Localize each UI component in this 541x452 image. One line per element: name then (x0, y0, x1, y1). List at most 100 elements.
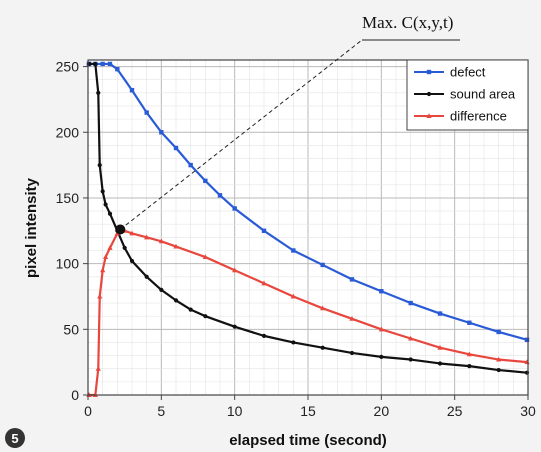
data-point-defect (100, 61, 105, 67)
legend-item-defect: defect (414, 65, 486, 80)
data-point-defect (159, 130, 164, 135)
legend-item-difference: difference (414, 109, 507, 124)
x-tick-label: 20 (374, 403, 390, 419)
data-point-sound-area (97, 162, 102, 168)
series-layer (86, 61, 530, 397)
data-point-difference (466, 351, 472, 357)
data-point-defect (107, 61, 113, 67)
legend-marker-defect (426, 69, 432, 75)
series-line-sound-area (89, 62, 528, 374)
data-point-sound-area (291, 340, 296, 345)
data-point-sound-area (349, 350, 355, 356)
figure-number: 5 (11, 431, 18, 446)
data-point-difference (144, 234, 150, 240)
x-axis-title: elapsed time (second) (229, 432, 387, 449)
legend-marker-difference (426, 113, 432, 118)
data-point-defect (261, 228, 267, 233)
x-tick-label: 30 (520, 403, 536, 419)
data-point-sound-area (320, 345, 325, 350)
legend-marker-sound-area (426, 91, 432, 97)
legend-label-difference: difference (450, 109, 507, 124)
data-point-difference (320, 305, 326, 311)
data-point-difference (100, 267, 106, 273)
data-point-defect (437, 311, 443, 316)
series-difference (86, 227, 530, 397)
legend: defect sound area difference (406, 59, 529, 131)
data-point-difference (290, 293, 296, 299)
x-tick-label: 10 (227, 403, 243, 419)
data-point-defect (144, 110, 149, 115)
data-point-defect (524, 337, 530, 343)
data-point-defect (217, 193, 223, 198)
data-point-sound-area (96, 90, 101, 95)
data-point-difference (95, 365, 101, 371)
data-point-difference (158, 238, 164, 244)
data-point-sound-area (107, 211, 113, 216)
data-point-sound-area (408, 357, 413, 362)
data-point-defect (379, 289, 384, 294)
y-axis-ticks: 0 50 100 150 200 250 (56, 59, 88, 403)
data-point-sound-area (232, 324, 237, 329)
y-tick-label: 250 (56, 59, 80, 75)
data-point-defect (320, 262, 325, 268)
data-point-defect (232, 206, 237, 211)
annotation-label: Max. C(x,y,t) (362, 13, 453, 32)
grid-lines (88, 60, 528, 395)
data-point-difference (202, 254, 208, 260)
data-point-defect (496, 329, 501, 335)
data-point-difference (129, 230, 135, 236)
y-tick-label: 150 (56, 190, 80, 206)
data-point-defect (349, 277, 355, 282)
data-point-sound-area (261, 333, 267, 338)
data-point-sound-area (379, 354, 384, 360)
x-tick-label: 0 (84, 403, 92, 419)
data-point-sound-area (159, 287, 164, 293)
data-point-sound-area (103, 202, 108, 207)
data-point-sound-area (93, 61, 98, 67)
legend-label-defect: defect (450, 65, 486, 80)
data-point-difference (107, 245, 113, 250)
x-axis-ticks: 0 5 10 15 20 25 30 (84, 395, 536, 419)
data-point-difference (349, 316, 355, 321)
data-point-sound-area (129, 258, 135, 264)
data-point-difference (97, 293, 103, 299)
figure-badge: 5 (5, 428, 25, 448)
data-point-defect (188, 162, 193, 168)
data-point-difference (437, 344, 443, 350)
data-point-sound-area (203, 314, 208, 319)
figure-badge-circle (5, 428, 25, 448)
data-point-difference (103, 254, 109, 260)
annotation-leader-line (119, 39, 363, 230)
data-point-sound-area (188, 307, 193, 312)
legend-label-sound-area: sound area (450, 87, 516, 102)
data-point-defect (408, 300, 413, 306)
data-point-sound-area (467, 363, 472, 369)
max-annotation: Max. C(x,y,t) (115, 13, 460, 235)
data-point-sound-area (173, 298, 179, 303)
data-point-difference (232, 267, 238, 273)
annotation-max-point (115, 224, 126, 235)
y-tick-label: 0 (71, 387, 79, 403)
data-point-defect (173, 145, 179, 151)
data-point-difference (378, 326, 384, 332)
data-point-sound-area (100, 189, 105, 194)
data-point-sound-area (496, 367, 501, 373)
y-tick-label: 50 (63, 321, 79, 337)
data-point-difference (496, 356, 502, 362)
data-point-defect (467, 320, 472, 325)
y-tick-label: 200 (56, 124, 80, 140)
data-point-sound-area (144, 274, 149, 279)
x-tick-label: 5 (157, 403, 165, 419)
data-point-defect (203, 178, 208, 184)
data-point-sound-area (122, 245, 127, 250)
data-point-sound-area (437, 361, 443, 366)
legend-item-sound-area: sound area (414, 87, 516, 102)
data-point-defect (291, 248, 296, 253)
data-point-difference (408, 335, 414, 341)
data-point-defect (115, 66, 120, 72)
y-axis-title: pixel intensity (23, 177, 40, 278)
data-point-difference (261, 280, 267, 286)
x-tick-label: 15 (300, 403, 316, 419)
y-tick-label: 100 (56, 256, 80, 272)
